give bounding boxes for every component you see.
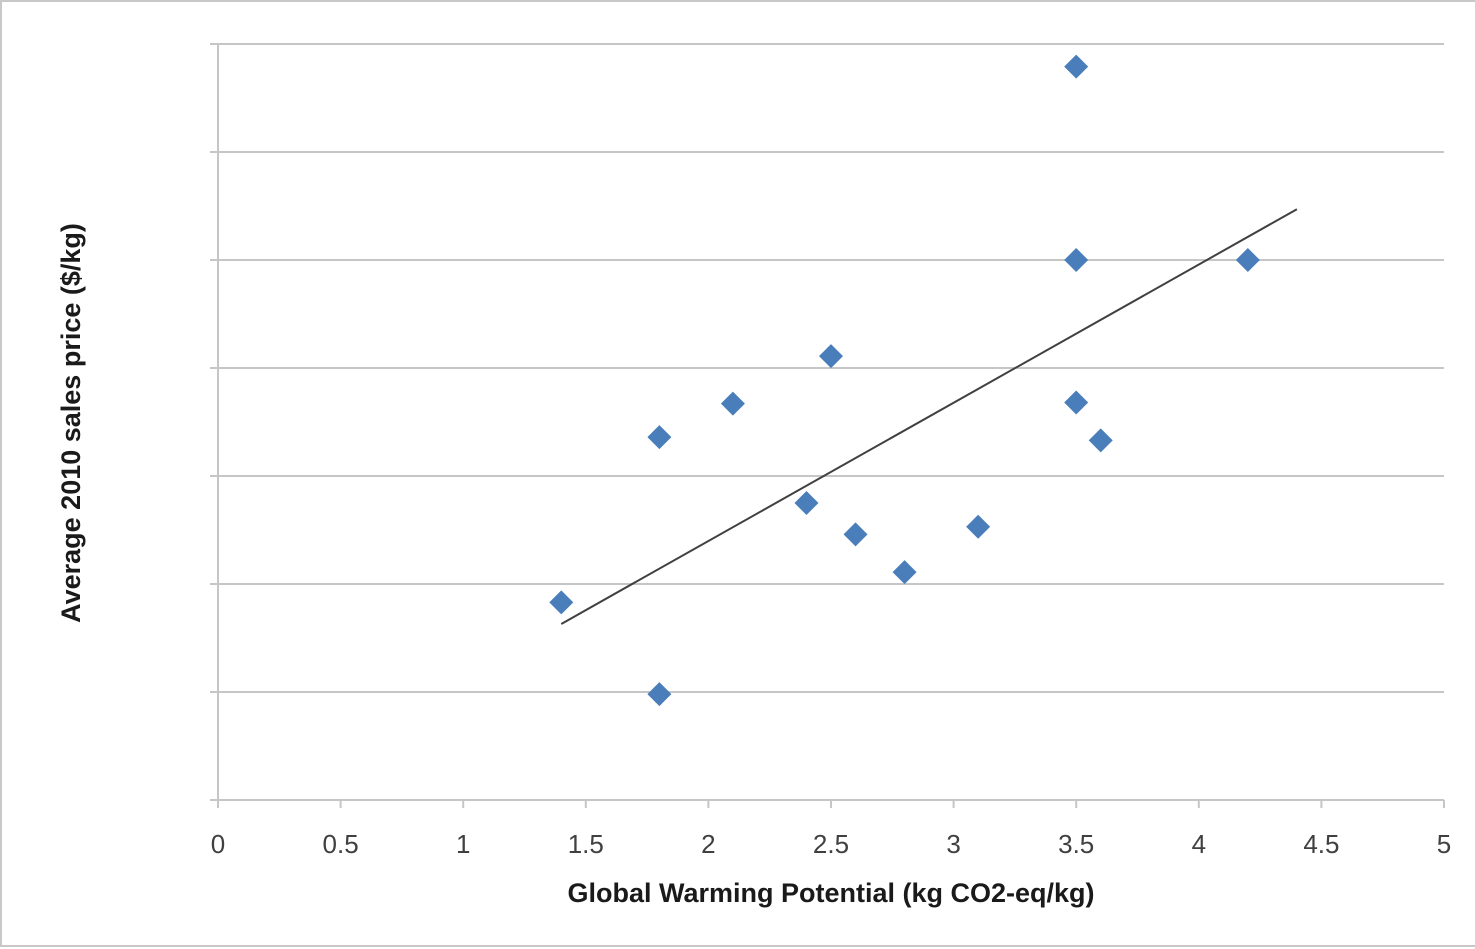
x-tick-label: 2.5	[813, 829, 849, 859]
x-tick-label: 5	[1437, 829, 1451, 859]
data-point	[794, 491, 819, 515]
x-tick-label: 4.5	[1303, 829, 1339, 859]
data-point	[1088, 428, 1113, 453]
data-points	[549, 54, 1260, 707]
x-tick-label: 1.5	[568, 829, 604, 859]
x-axis-title: Global Warming Potential (kg CO2-eq/kg)	[567, 878, 1094, 908]
data-point	[892, 560, 917, 585]
data-point	[1064, 54, 1089, 79]
axes	[217, 44, 1445, 808]
x-tick-label: 3	[946, 829, 960, 859]
data-point	[549, 590, 574, 615]
x-tick-label: 0.5	[323, 829, 359, 859]
x-tick-label: 4	[1192, 829, 1206, 859]
x-tick-label: 0	[211, 829, 225, 859]
data-point	[843, 522, 868, 547]
data-point	[720, 391, 745, 416]
gridlines	[210, 43, 1444, 801]
x-tick-label: 3.5	[1058, 829, 1094, 859]
y-axis-title: Average 2010 sales price ($/kg)	[56, 223, 86, 623]
data-point	[966, 514, 991, 539]
data-point	[819, 344, 843, 369]
x-tick-label: 2	[701, 829, 715, 859]
data-point	[647, 425, 672, 450]
data-point	[1064, 390, 1089, 415]
tick-labels: 0 0.5 1 1.5 2 2.5 3 3.5 4 4.5 5	[211, 829, 1451, 859]
x-tick-label: 1	[456, 829, 470, 859]
data-point	[1235, 248, 1260, 272]
data-point	[1064, 248, 1089, 272]
trendline-layer	[560, 208, 1298, 625]
trendline	[560, 208, 1298, 625]
data-point	[647, 682, 672, 707]
